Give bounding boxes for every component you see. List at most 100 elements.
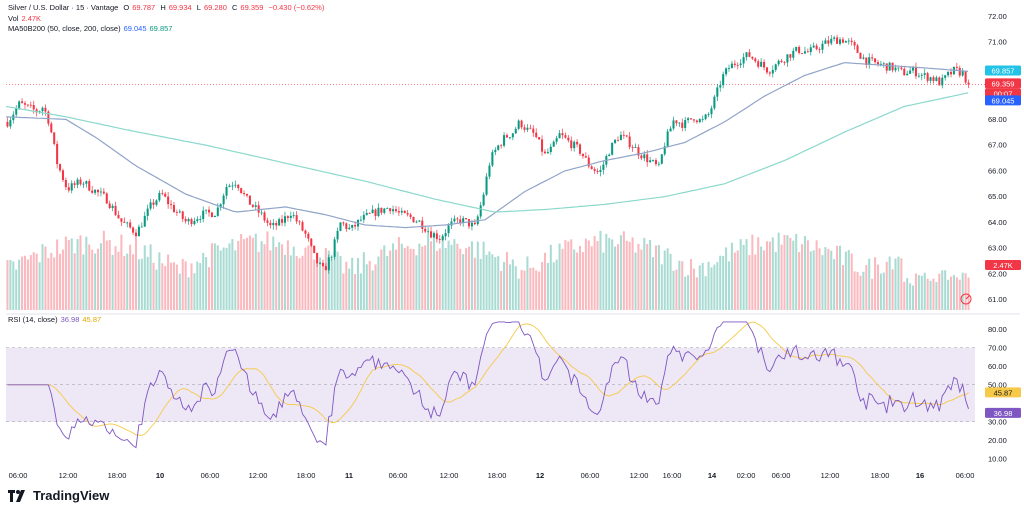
candle-body [278, 219, 281, 226]
candle-body [140, 226, 143, 228]
rsi-tick-label: 70.00 [988, 343, 1007, 352]
candle-body [56, 143, 59, 165]
volume-bar [754, 254, 757, 310]
volume-bar [91, 249, 94, 310]
candle-body [763, 61, 766, 68]
ma200-price-tag-text: 69.857 [992, 67, 1015, 76]
candle-body [272, 222, 275, 226]
candle-body [64, 180, 67, 188]
clock-icon [960, 293, 972, 305]
volume-bar [543, 252, 546, 310]
candle-body [564, 135, 567, 138]
volume-bar [505, 252, 509, 310]
candle-body [882, 63, 885, 65]
volume-bar [295, 256, 298, 310]
candle-body [245, 193, 249, 196]
close-label: C [232, 3, 238, 12]
volume-bar [175, 264, 178, 310]
candle-body [745, 52, 748, 58]
tradingview-logo: TradingView [8, 488, 109, 503]
volume-bar [336, 251, 339, 310]
candle-body [50, 123, 53, 133]
candle-body [628, 136, 631, 148]
volume-bar [193, 273, 196, 310]
candle-body [798, 46, 801, 53]
candle-body [803, 51, 806, 54]
time-tick-label: 16:00 [663, 471, 682, 480]
volume-bar [859, 275, 862, 310]
volume-bar [459, 248, 462, 310]
low-value: 69.280 [203, 3, 227, 12]
volume-bar [795, 233, 798, 310]
volume-bar [523, 270, 526, 310]
candle-body [614, 139, 617, 143]
volume-bar [21, 256, 24, 310]
candle-body [552, 141, 555, 147]
candle-body [190, 219, 193, 225]
volume-bar [210, 243, 213, 310]
candle-body [885, 63, 888, 71]
volume-bar [567, 241, 570, 310]
volume-bar [412, 249, 415, 310]
volume-bar [944, 270, 947, 310]
time-tick-label: 18:00 [488, 471, 507, 480]
candle-body [73, 183, 76, 185]
candle-body [780, 60, 783, 63]
volume-bar [339, 256, 342, 310]
candle-body [231, 185, 234, 187]
candle-body [906, 73, 909, 76]
candle-body [949, 71, 953, 75]
volume-bar [365, 264, 368, 310]
volume-bar [856, 271, 859, 310]
volume-bar [234, 250, 237, 310]
volume-bar [768, 241, 771, 310]
ma50-line [5, 62, 969, 229]
rsi-tick-label: 30.00 [988, 417, 1007, 426]
volume-bar [841, 265, 844, 310]
candle-body [529, 127, 532, 129]
candle-body [541, 139, 544, 152]
candle-body [821, 43, 824, 50]
volume-bar [432, 232, 435, 310]
candle-body [196, 219, 199, 222]
candle-body [146, 208, 149, 216]
symbol-header: Silver / U.S. Dollar · 15 · Vantage O 69.… [8, 3, 327, 13]
candle-body [549, 146, 552, 153]
candle-body [958, 67, 961, 76]
candle-body [841, 39, 844, 43]
volume-bar [161, 263, 164, 310]
candle-body [920, 74, 923, 76]
volume-bar [949, 276, 953, 310]
volume-bar [482, 241, 485, 310]
volume-bar [561, 248, 564, 310]
candle-body [652, 160, 655, 161]
candle-body [570, 140, 573, 149]
volume-bar [374, 264, 377, 310]
volume-bar [149, 244, 152, 310]
time-tick-label: 12:00 [821, 471, 840, 480]
volume-bar [777, 232, 780, 310]
volume-bar [473, 257, 476, 310]
last-price-tag-bg [985, 78, 1021, 89]
candle-body [888, 62, 891, 71]
candle-body [494, 149, 497, 153]
volume-bar [167, 254, 170, 310]
candle-body [862, 57, 865, 59]
volume-bar [257, 251, 260, 310]
candle-body [336, 230, 339, 240]
volume-bar [964, 273, 967, 310]
candle-body [412, 216, 415, 223]
candle-body [727, 68, 731, 69]
candle-body [830, 38, 833, 44]
candle-body [234, 184, 237, 186]
volume-bar [245, 237, 249, 310]
clock-icon-hand [965, 295, 970, 300]
volume-bar [780, 244, 783, 310]
candle-body [538, 137, 541, 140]
candle-body [94, 189, 97, 193]
volume-bar [637, 243, 640, 310]
volume-bar [330, 259, 333, 310]
volume-bar [649, 240, 652, 310]
volume-bar [231, 239, 234, 310]
